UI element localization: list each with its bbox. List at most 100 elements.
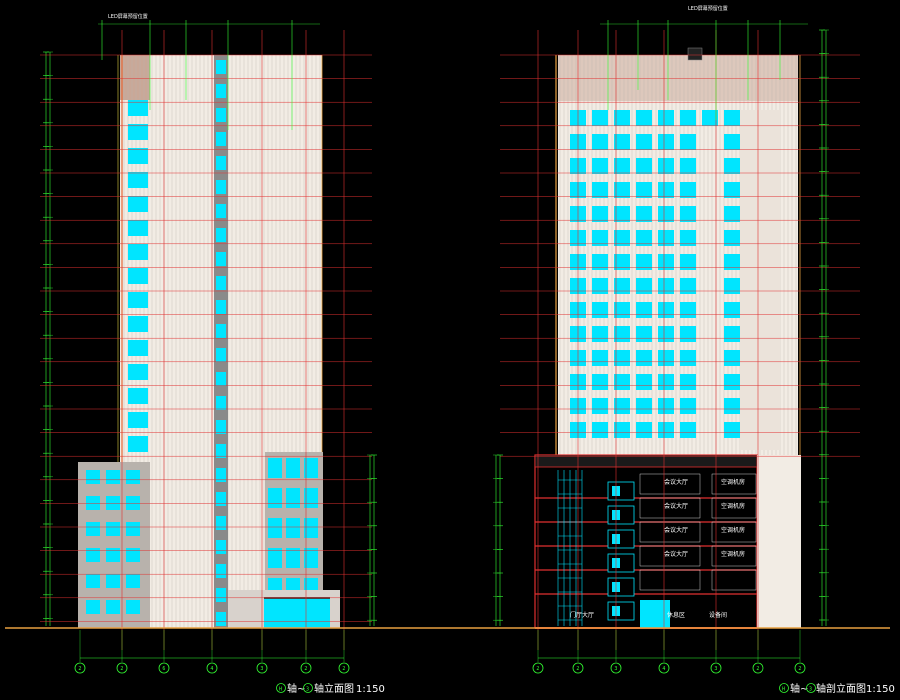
curtain-glass <box>636 158 652 174</box>
curtain-glass <box>724 158 740 174</box>
entrance-glass <box>264 598 330 628</box>
core-stair <box>607 577 635 597</box>
curtain-glass <box>680 158 696 174</box>
right-elevation-podium-dimensions <box>493 454 503 626</box>
left-caption-text: 轴~ <box>287 682 305 695</box>
axis-bubble <box>158 662 170 674</box>
core-glass <box>216 612 226 626</box>
curtain-glass <box>658 206 674 222</box>
left-elevation-level-dimensions <box>43 51 53 626</box>
podium-window <box>86 574 100 588</box>
curtain-glass <box>636 398 652 414</box>
axis-label: 2 <box>536 666 539 672</box>
curtain-glass <box>724 254 740 270</box>
axis-label: 2 <box>342 666 345 672</box>
core-stair <box>607 529 635 549</box>
core-glass <box>216 468 226 482</box>
curtain-glass <box>680 398 696 414</box>
curtain-glass <box>658 230 674 246</box>
right-tower-facade <box>555 47 801 628</box>
curtain-glass <box>614 374 630 390</box>
curtain-glass <box>680 374 696 390</box>
axis-bubble <box>256 662 268 674</box>
core-glass <box>216 348 226 362</box>
core-glass <box>216 108 226 122</box>
curtain-glass <box>680 134 696 150</box>
curtain-glass <box>614 302 630 318</box>
curtain-glass <box>724 206 740 222</box>
axis-bubble <box>752 662 764 674</box>
podium-window <box>268 458 282 478</box>
axis-bubble <box>116 662 128 674</box>
room-label: 会议大厅 <box>664 526 688 534</box>
curtain-glass <box>614 422 630 438</box>
tower-solid-bay <box>740 110 780 450</box>
curtain-glass <box>680 302 696 318</box>
glass-panel <box>128 388 148 404</box>
left-elevation-axis-bubbles: 2 2 6 4 3 2 2 <box>74 630 350 674</box>
glass-panel <box>128 100 148 116</box>
left-elevation-podium-dimensions <box>367 454 377 626</box>
core-glass <box>216 60 226 74</box>
right-elevation-level-dimensions <box>819 29 829 626</box>
right-caption-axis-bubble-end <box>806 683 816 693</box>
left-caption-axis-bubble-start <box>276 683 286 693</box>
core-stair <box>607 505 635 525</box>
left-caption-axis-bubble-end <box>303 683 313 693</box>
curtain-glass <box>658 254 674 270</box>
podium-window <box>126 496 140 510</box>
room-outline <box>639 545 701 567</box>
curtain-glass <box>724 422 740 438</box>
left-caption-title: 轴立面图 <box>314 682 354 695</box>
core-stair <box>607 553 635 573</box>
axis-label: 2 <box>798 666 801 672</box>
core-glass <box>216 372 226 386</box>
room-outline <box>639 569 701 591</box>
curtain-glass <box>636 110 652 126</box>
podium-window <box>126 522 140 536</box>
room-label: 空调机房 <box>721 550 745 558</box>
curtain-glass <box>658 158 674 174</box>
curtain-glass <box>680 110 696 126</box>
room-label: 空调机房 <box>721 526 745 534</box>
curtain-glass <box>658 398 674 414</box>
curtain-glass <box>636 254 652 270</box>
curtain-glass <box>658 422 674 438</box>
core-glass <box>216 276 226 290</box>
core-column <box>214 55 228 628</box>
curtain-glass <box>592 278 608 294</box>
curtain-glass <box>658 350 674 366</box>
curtain-glass <box>658 374 674 390</box>
core-stair <box>607 601 635 621</box>
glass-panel <box>128 364 148 380</box>
left-caption-scale: 1:150 <box>356 684 385 695</box>
axis-bubble <box>794 662 806 674</box>
podium-window <box>106 548 120 562</box>
core-glass <box>216 204 226 218</box>
roof-mast <box>687 47 703 61</box>
curtain-glass <box>658 326 674 342</box>
podium-window <box>286 488 300 508</box>
glass-panel <box>128 436 148 452</box>
curtain-glass <box>592 374 608 390</box>
podium-window <box>286 458 300 478</box>
curtain-glass <box>614 230 630 246</box>
curtain-glass <box>614 350 630 366</box>
axis-bubble <box>300 662 312 674</box>
podium-window <box>268 518 282 538</box>
curtain-glass <box>724 302 740 318</box>
curtain-glass <box>636 182 652 198</box>
curtain-glass <box>680 278 696 294</box>
axis-label: 2 <box>304 666 307 672</box>
axis-label: 3 <box>714 666 717 672</box>
podium-window <box>106 470 120 484</box>
room-outline <box>711 545 757 567</box>
tower-crown <box>120 55 150 100</box>
curtain-glass <box>592 230 608 246</box>
right-caption-axis-end: 3 <box>809 687 812 693</box>
curtain-glass <box>724 374 740 390</box>
curtain-glass <box>636 374 652 390</box>
left-drawing-caption: H 轴~ 3 轴立面图 1:150 <box>276 682 385 695</box>
core-glass <box>216 396 226 410</box>
